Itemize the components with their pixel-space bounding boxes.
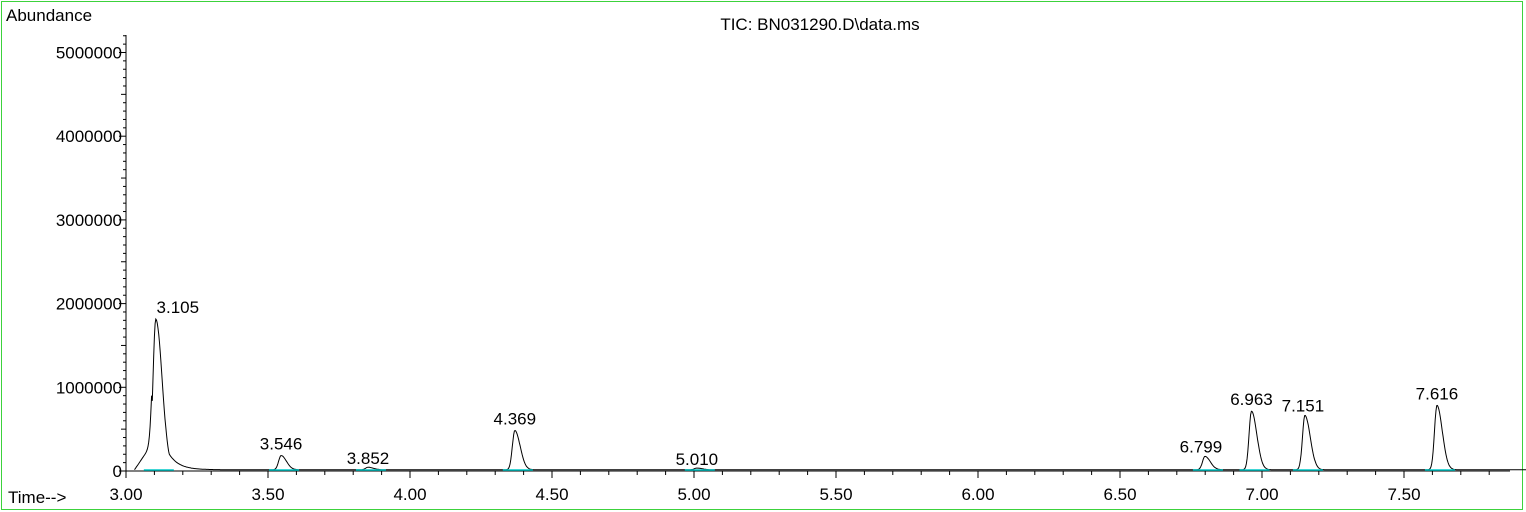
peak-labels: 3.105 3.546 3.852 4.369 5.010 6.799 6.963 7.151… [157, 298, 1459, 469]
y-tick-label: 1000000 [56, 378, 122, 397]
peak-label: 3.105 [157, 298, 200, 317]
x-tick-label: 5.00 [677, 485, 710, 504]
peak-label: 5.010 [676, 450, 719, 469]
y-tick-label: 3000000 [56, 211, 122, 230]
y-tick-label: 5000000 [56, 44, 122, 63]
y-axis-label: Abundance [6, 6, 92, 25]
x-tick-label: 7.50 [1387, 485, 1420, 504]
x-tick-label: 4.50 [535, 485, 568, 504]
tic-trace [134, 317, 1526, 471]
peak-label: 3.546 [260, 435, 303, 454]
chart-title: TIC: BN031290.D\data.ms [720, 15, 919, 34]
x-tick-label: 6.50 [1103, 485, 1136, 504]
x-tick-label: 4.00 [393, 485, 426, 504]
peak-label: 3.852 [347, 449, 390, 468]
peak-label: 6.963 [1230, 390, 1273, 409]
peak-label: 4.369 [494, 409, 537, 428]
peak-label: 7.616 [1416, 384, 1459, 403]
y-tick-label: 2000000 [56, 295, 122, 314]
peak-label: 6.799 [1180, 437, 1223, 456]
y-tick-label: 0 [113, 462, 122, 481]
x-tick-label: 7.00 [1245, 485, 1278, 504]
axes: 3.00 3.50 4.00 4.50 5.00 5.50 6.00 6.50 7.00 7.50… [56, 35, 1510, 504]
y-tick-label: 4000000 [56, 127, 122, 146]
x-tick-label: 3.00 [109, 485, 142, 504]
x-tick-label: 3.50 [251, 485, 284, 504]
x-tick-label: 6.00 [961, 485, 994, 504]
tic-trace-line [134, 317, 1526, 471]
x-axis-label: Time--> [8, 488, 66, 507]
x-tick-label: 5.50 [819, 485, 852, 504]
peak-label: 7.151 [1282, 396, 1325, 415]
